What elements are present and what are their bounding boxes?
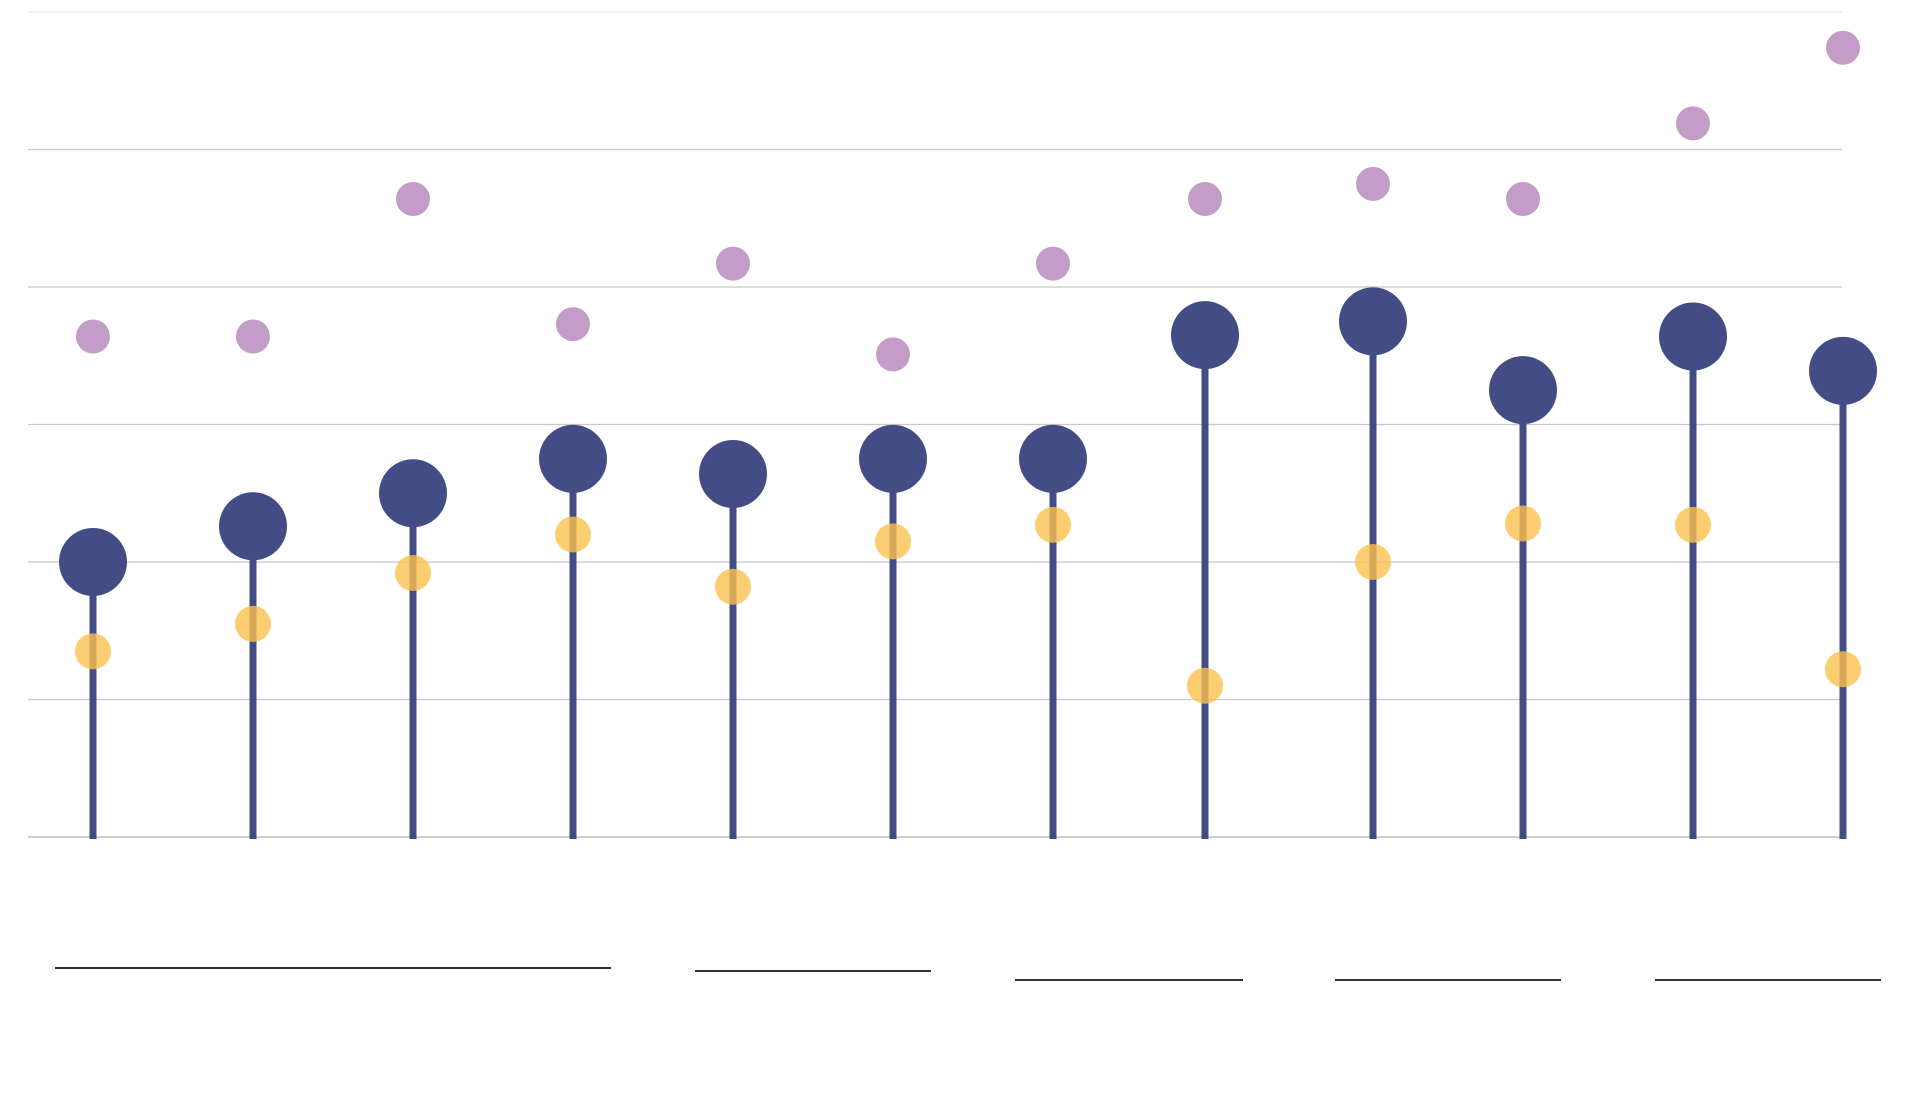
- lower-point-8: [1187, 667, 1223, 704]
- lower-point-11: [1675, 506, 1711, 543]
- lollipop-head-3: [379, 459, 447, 528]
- lollipop-head-2: [219, 492, 287, 561]
- lollipop-head-9: [1339, 287, 1407, 356]
- lollipop-head-8: [1171, 301, 1239, 370]
- upper-point-3: [396, 182, 430, 216]
- lower-point-10: [1505, 505, 1541, 542]
- upper-point-6: [876, 337, 910, 372]
- lollipop-head-12: [1809, 336, 1877, 405]
- data-points: [59, 30, 1877, 704]
- upper-point-12: [1826, 30, 1860, 65]
- lollipop-head-1: [59, 528, 127, 596]
- category-group-brackets: [55, 967, 1881, 981]
- lollipop-head-7: [1019, 424, 1087, 493]
- lower-point-2: [235, 605, 271, 642]
- upper-point-4: [556, 307, 590, 342]
- lower-point-7: [1035, 506, 1071, 543]
- lower-point-1: [75, 633, 111, 670]
- lollipop-head-6: [859, 424, 927, 493]
- lower-point-9: [1355, 544, 1391, 580]
- upper-point-8: [1188, 182, 1222, 216]
- upper-point-5: [716, 246, 750, 281]
- upper-point-9: [1356, 166, 1390, 201]
- lower-point-5: [715, 568, 751, 605]
- upper-point-1: [76, 319, 110, 354]
- upper-point-11: [1676, 106, 1710, 141]
- gridlines: [28, 11, 1842, 838]
- lollipop-head-11: [1659, 302, 1727, 371]
- upper-point-2: [236, 319, 270, 354]
- lollipop-head-4: [539, 424, 607, 493]
- lollipop-head-5: [699, 440, 767, 508]
- upper-point-7: [1036, 246, 1070, 281]
- lollipop-head-10: [1489, 356, 1557, 425]
- lower-point-6: [875, 523, 911, 560]
- upper-point-10: [1506, 182, 1540, 216]
- lower-point-12: [1825, 651, 1861, 688]
- lower-point-3: [395, 555, 431, 591]
- lower-point-4: [555, 516, 591, 553]
- lollipop-stems: [89, 321, 1847, 839]
